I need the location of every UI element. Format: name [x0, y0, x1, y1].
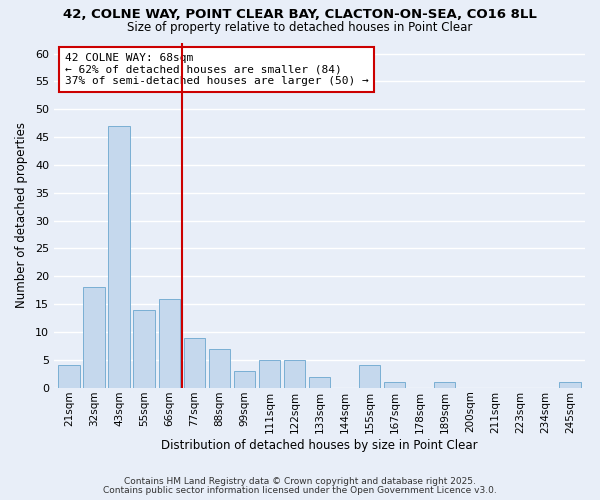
Bar — [209, 348, 230, 388]
Bar — [309, 376, 330, 388]
Text: 42 COLNE WAY: 68sqm
← 62% of detached houses are smaller (84)
37% of semi-detach: 42 COLNE WAY: 68sqm ← 62% of detached ho… — [65, 53, 368, 86]
Bar — [233, 371, 255, 388]
Bar — [384, 382, 405, 388]
Bar — [284, 360, 305, 388]
Bar — [559, 382, 581, 388]
Bar — [434, 382, 455, 388]
Bar — [109, 126, 130, 388]
X-axis label: Distribution of detached houses by size in Point Clear: Distribution of detached houses by size … — [161, 440, 478, 452]
Bar — [259, 360, 280, 388]
Bar — [158, 298, 180, 388]
Text: Contains public sector information licensed under the Open Government Licence v3: Contains public sector information licen… — [103, 486, 497, 495]
Bar — [359, 366, 380, 388]
Text: Contains HM Land Registry data © Crown copyright and database right 2025.: Contains HM Land Registry data © Crown c… — [124, 477, 476, 486]
Bar — [133, 310, 155, 388]
Bar — [83, 288, 104, 388]
Bar — [58, 366, 80, 388]
Text: 42, COLNE WAY, POINT CLEAR BAY, CLACTON-ON-SEA, CO16 8LL: 42, COLNE WAY, POINT CLEAR BAY, CLACTON-… — [63, 8, 537, 20]
Bar — [184, 338, 205, 388]
Text: Size of property relative to detached houses in Point Clear: Size of property relative to detached ho… — [127, 21, 473, 34]
Y-axis label: Number of detached properties: Number of detached properties — [15, 122, 28, 308]
